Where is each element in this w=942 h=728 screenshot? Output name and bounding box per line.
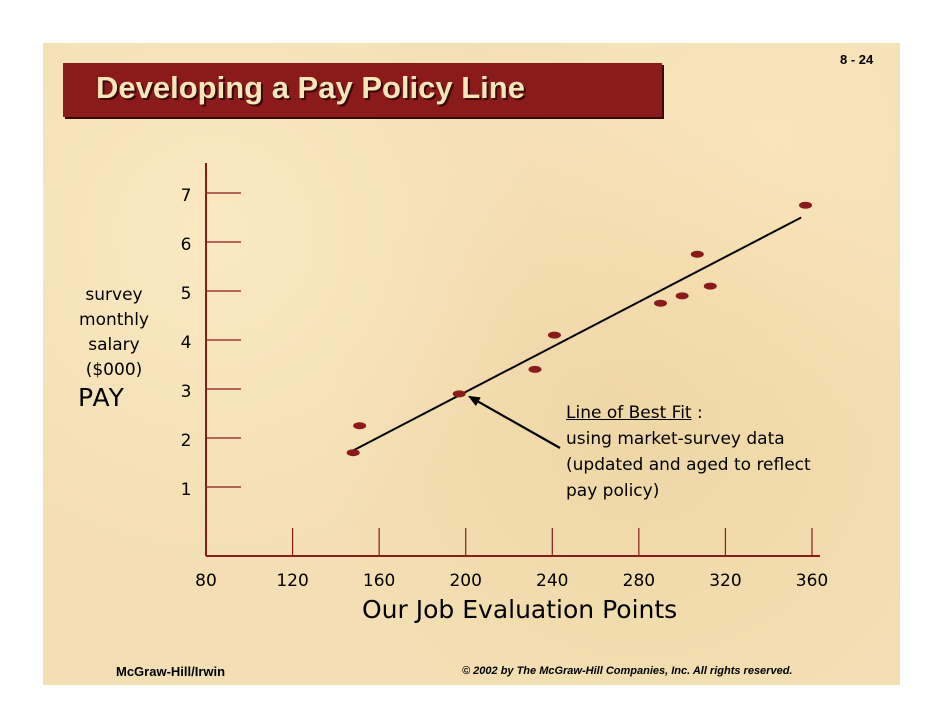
- data-point: [799, 201, 813, 209]
- slide-number: 8 - 24: [840, 52, 874, 67]
- x-tick-label: 80: [195, 571, 217, 591]
- footer-copyright: © 2002 by The McGraw-Hill Companies, Inc…: [462, 665, 793, 677]
- x-tick-label: 120: [276, 571, 308, 591]
- y-tick-label: 4: [181, 333, 192, 353]
- y-tick-label: 3: [181, 382, 192, 402]
- y-axis-label-line: ($000): [85, 360, 143, 380]
- footer-publisher: McGraw-Hill/Irwin: [116, 664, 226, 679]
- y-axis-pay-label: PAY: [78, 383, 125, 412]
- annotation-arrow: [467, 395, 561, 449]
- y-tick-label: 6: [181, 235, 192, 255]
- y-axis-label-line: monthly: [79, 310, 149, 330]
- y-axis-label: survey monthly salary ($000): [66, 283, 162, 383]
- annotation-line: (updated and aged to reflect: [566, 455, 811, 475]
- x-tick-label: 240: [536, 571, 568, 591]
- x-tick-label: 200: [449, 571, 481, 591]
- x-tick-label: 320: [709, 571, 741, 591]
- data-point: [654, 299, 667, 307]
- annotation-heading: Line of Best Fit: [566, 403, 692, 423]
- x-tick-label: 280: [623, 571, 655, 591]
- data-point: [675, 292, 689, 300]
- x-tick-label: 360: [796, 571, 828, 591]
- data-point: [528, 365, 542, 373]
- data-point: [703, 282, 717, 290]
- annotation-colon: :: [691, 403, 703, 423]
- best-fit-annotation: Line of Best Fit : using market-survey d…: [566, 400, 811, 504]
- slide-title: Developing a Pay Policy Line: [96, 70, 525, 105]
- y-tick-label: 5: [181, 284, 192, 304]
- data-point: [547, 331, 561, 339]
- y-tick-label: 2: [181, 431, 192, 451]
- best-fit-line: [348, 216, 802, 454]
- data-point: [353, 422, 367, 430]
- annotation-line: using market-survey data: [566, 429, 785, 449]
- x-tick-label: 160: [363, 571, 395, 591]
- x-axis-label: Our Job Evaluation Points: [362, 595, 678, 624]
- annotation-line: pay policy): [566, 481, 660, 501]
- data-point: [346, 449, 360, 457]
- annotation-heading-line: Line of Best Fit :: [566, 400, 811, 426]
- y-tick-label: 7: [181, 186, 192, 206]
- data-point: [452, 390, 466, 398]
- y-tick-label: 1: [181, 480, 192, 500]
- title-banner: [63, 63, 662, 117]
- y-axis-label-line: survey: [85, 285, 143, 305]
- y-axis-label-line: salary: [88, 335, 140, 355]
- data-point: [690, 250, 704, 258]
- slide-background: [43, 43, 900, 685]
